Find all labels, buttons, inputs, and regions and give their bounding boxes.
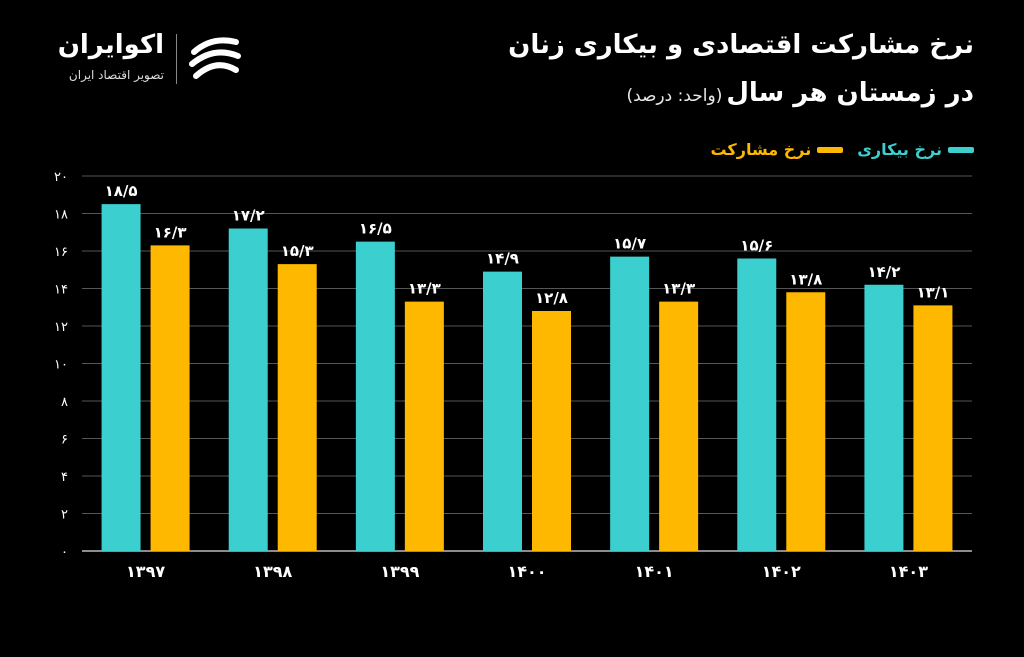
bar-unemployment [864,284,904,551]
bar-participation [786,292,826,551]
data-label-participation: ۱۶/۳ [154,223,187,241]
x-tick-label: ۱۳۹۷ [126,562,165,581]
data-label-unemployment: ۱۴/۹ [486,250,519,268]
y-tick-label: ۱۲ [54,320,68,335]
y-tick-label: ۴ [61,470,68,485]
data-label-unemployment: ۱۴/۲ [867,263,900,281]
chart-subtitle: در زمستان هر سال(واحد: درصد) [626,78,974,108]
legend-swatch-unemployment [948,146,974,153]
chart-title: نرخ مشارکت اقتصادی و بیکاری زنان [508,30,974,60]
bar-unemployment [610,256,650,551]
x-tick-label: ۱۴۰۰ [507,562,546,581]
data-label-unemployment: ۱۸/۵ [105,182,138,200]
legend-label-unemployment: نرخ بیکاری [857,140,942,159]
bar-participation [913,305,953,551]
legend-item-participation: نرخ مشارکت [710,140,844,159]
x-tick-label: ۱۳۹۹ [380,562,419,581]
bar-unemployment [355,241,395,551]
legend-label-participation: نرخ مشارکت [710,140,812,159]
unit-label: (واحد: درصد) [626,86,723,106]
data-label-participation: ۱۵/۳ [281,242,314,260]
y-tick-label: ۰ [61,545,68,560]
x-tick-label: ۱۴۰۱ [635,562,674,581]
legend-swatch-participation [817,146,844,153]
data-label-participation: ۱۳/۳ [408,280,441,298]
brand-logo: اکوایران تصویر اقتصاد ایران [36,28,256,88]
x-tick-label: ۱۴۰۳ [889,562,928,581]
bar-participation [404,301,444,551]
data-label-participation: ۱۳/۱ [916,283,949,301]
bar-unemployment [483,271,522,551]
bar-participation [150,245,190,551]
bar-unemployment [101,204,141,551]
data-label-unemployment: ۱۶/۵ [359,220,392,238]
data-label-participation: ۱۳/۳ [662,280,695,298]
brand-tagline: تصویر اقتصاد ایران [68,68,164,82]
bar-participation [277,264,317,551]
data-label-unemployment: ۱۷/۲ [232,207,265,225]
brand-name: اکوایران [57,30,164,60]
brand-mark-icon [189,37,241,79]
y-tick-label: ۱۸ [54,208,68,223]
bar-unemployment [737,258,777,551]
data-label-participation: ۱۲/۸ [535,289,568,307]
data-label-participation: ۱۳/۸ [789,270,822,288]
y-tick-label: ۱۶ [54,245,68,260]
y-tick-label: ۸ [61,395,68,410]
x-tick-label: ۱۳۹۸ [253,562,292,581]
logo-divider [176,34,177,84]
bar-participation [659,301,699,551]
y-tick-label: ۱۰ [54,358,68,373]
y-tick-label: ۶ [61,433,68,448]
x-tick-label: ۱۴۰۲ [762,562,801,581]
bar-participation [532,311,571,551]
legend-item-unemployment: نرخ بیکاری [857,140,974,159]
data-label-unemployment: ۱۵/۷ [613,235,646,253]
y-tick-label: ۲ [61,508,68,523]
data-label-unemployment: ۱۵/۶ [740,237,773,255]
y-tick-label: ۱۴ [54,283,68,298]
bar-unemployment [228,228,268,551]
chart-legend: نرخ بیکاری نرخ مشارکت [710,140,974,159]
subtitle-text: در زمستان هر سال [726,78,974,108]
y-tick-label: ۲۰ [54,170,68,185]
